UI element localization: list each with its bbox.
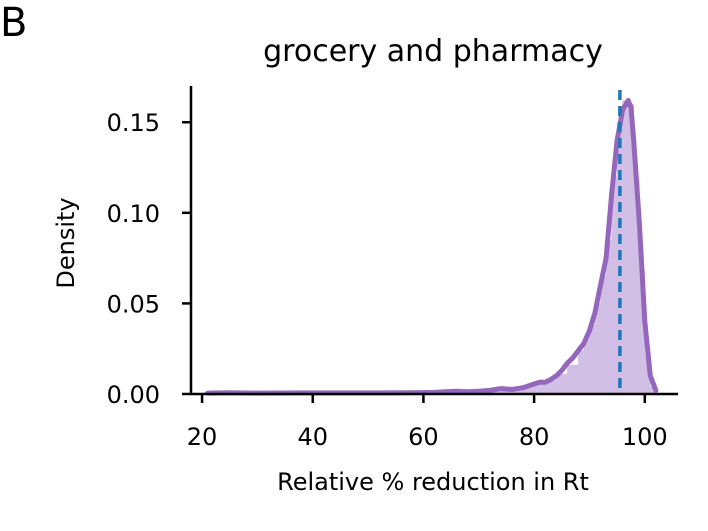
histogram-bar [600,275,607,395]
x-tick-label: 40 [297,423,328,451]
histogram-bar [589,324,596,395]
kde-series [205,98,659,396]
x-tick-label: 100 [622,423,668,451]
y-axis-label: Density [52,197,80,288]
histogram-bar [583,339,590,395]
y-axis-ticks: 0.00 0.05 0.10 0.15 [107,109,191,409]
x-axis-ticks: 20 40 60 80 100 [187,394,668,451]
y-tick-label: 0.10 [107,200,160,228]
x-tick-label: 80 [519,423,550,451]
y-tick-label: 0.05 [107,290,160,318]
chart-title: grocery and pharmacy [263,34,603,69]
y-tick-label: 0.00 [107,381,160,409]
y-tick-label: 0.15 [107,109,160,137]
x-tick-label: 20 [187,423,218,451]
x-axis-label: Relative % reduction in Rt [277,468,589,496]
kde-line [205,98,659,396]
histogram-bar [578,350,585,395]
x-tick-label: 60 [408,423,439,451]
histogram-bar [622,100,629,395]
panel-label: B [0,0,27,46]
histogram-bar [567,364,579,395]
